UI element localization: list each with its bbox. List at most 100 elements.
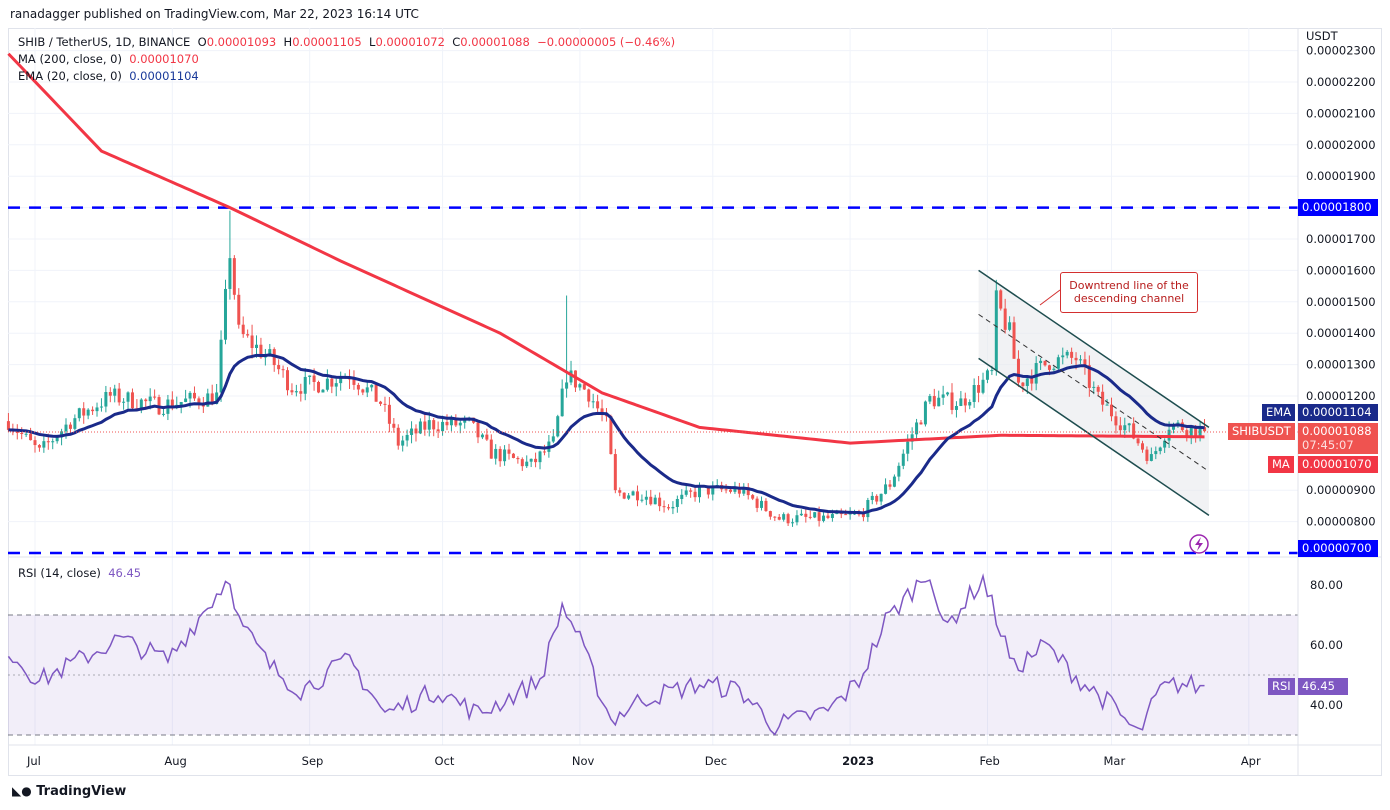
candle-body	[418, 421, 422, 434]
candle-body	[445, 421, 449, 426]
lightning-icon	[1189, 534, 1209, 554]
candle-body	[511, 453, 515, 458]
channel-upper-line	[978, 269, 1210, 429]
high-value: 0.00001105	[292, 35, 362, 49]
logo-text: TradingView	[36, 784, 127, 799]
candle-body	[653, 497, 657, 505]
candle-body	[844, 514, 848, 516]
lightning-glyph	[1195, 537, 1203, 551]
annotation-callout[interactable]: Downtrend line of the descending channel	[1060, 272, 1198, 313]
candle-body	[489, 439, 493, 459]
candle-body	[1127, 423, 1131, 426]
candle-body	[383, 403, 387, 405]
candle-body	[972, 385, 976, 403]
candle-body	[46, 441, 50, 443]
candle-body	[1034, 363, 1038, 384]
candle-body	[618, 490, 622, 493]
candle-body	[1074, 357, 1078, 361]
level-low-badge: 0.00000700	[1298, 540, 1378, 557]
candle-body	[55, 437, 59, 442]
candle-body	[622, 492, 626, 499]
candle-body	[1149, 454, 1153, 461]
candle-body	[1008, 322, 1012, 330]
candle-body	[1118, 425, 1122, 431]
candle-body	[228, 258, 232, 289]
rsi-legend[interactable]: RSI (14, close) 46.45	[18, 566, 141, 580]
symbol: SHIB / TetherUS, 1D, BINANCE	[18, 35, 191, 49]
candle-body	[733, 487, 737, 492]
candle-body	[990, 370, 994, 372]
candle-body	[356, 384, 360, 390]
candle-body	[529, 458, 533, 462]
ma-value: 0.00001070	[129, 52, 199, 66]
candle-body	[613, 454, 617, 491]
candle-body	[308, 375, 312, 377]
candle-body	[188, 392, 192, 399]
candle-body	[1092, 386, 1096, 388]
candle-body	[799, 513, 803, 516]
candle-body	[822, 515, 826, 521]
time-tick: Feb	[979, 754, 999, 768]
price-tick: 0.00002000	[1306, 138, 1376, 152]
tradingview-logo[interactable]: ◣● TradingView	[12, 784, 126, 799]
candle-body	[352, 379, 356, 385]
candle-body	[64, 424, 68, 432]
candle-body	[640, 499, 644, 501]
ema-legend[interactable]: EMA (20, close, 0) 0.00001104	[18, 69, 199, 83]
candle-body	[693, 491, 697, 498]
candle-body	[578, 384, 582, 388]
candle-body	[1065, 351, 1069, 356]
candle-body	[1189, 425, 1193, 437]
candle-body	[711, 485, 715, 495]
candle-body	[1176, 422, 1180, 425]
candle-body	[565, 382, 569, 389]
candle-body	[122, 401, 126, 403]
candle-body	[609, 416, 613, 455]
candle-body	[303, 376, 307, 394]
ma-badge: MA	[1268, 456, 1294, 473]
ema-value: 0.00001104	[129, 69, 199, 83]
candle-body	[392, 423, 396, 428]
candle-body	[631, 491, 635, 496]
candle-body	[405, 434, 409, 441]
candle-body	[210, 393, 214, 405]
candle-body	[919, 422, 923, 425]
candle-body	[737, 487, 741, 494]
candle-body	[215, 392, 219, 405]
candle-body	[635, 491, 639, 501]
candle-body	[139, 399, 143, 409]
candle-body	[130, 392, 134, 409]
candle-body	[808, 516, 812, 518]
candle-body	[334, 383, 338, 387]
candle-body	[290, 390, 294, 393]
candle-body	[206, 393, 210, 407]
candle-body	[1123, 425, 1127, 431]
candle-body	[666, 507, 670, 509]
candle-body	[1101, 391, 1105, 405]
candle-body	[286, 370, 290, 391]
candle-body	[892, 476, 896, 487]
candle-body	[237, 294, 241, 325]
axes: 0.00002300 0.00002200 0.00002100 0.00002000…	[26, 44, 1376, 768]
ma-price-badge: 0.00001070	[1298, 456, 1378, 473]
price-tick: 0.00001500	[1306, 295, 1376, 309]
rsi-tick: 80.00	[1310, 578, 1343, 592]
candle-body	[729, 489, 733, 492]
candle-body	[387, 404, 391, 424]
ma-legend[interactable]: MA (200, close, 0) 0.00001070	[18, 52, 199, 66]
rsi-tick: 60.00	[1310, 638, 1343, 652]
candle-body	[82, 408, 86, 416]
candle-body	[480, 434, 484, 438]
ma-label: MA (200, close, 0)	[18, 52, 122, 66]
candle-body	[255, 344, 258, 349]
channel-lower-line	[978, 357, 1210, 516]
price-tick: 0.00001900	[1306, 169, 1376, 183]
candle-body	[1047, 365, 1051, 370]
candle-body	[853, 513, 857, 515]
ma200-line	[7, 52, 1205, 445]
rsi-tick: 40.00	[1310, 698, 1343, 712]
candle-body	[401, 440, 405, 446]
candle-body	[1172, 424, 1176, 430]
candle-body	[866, 500, 870, 518]
